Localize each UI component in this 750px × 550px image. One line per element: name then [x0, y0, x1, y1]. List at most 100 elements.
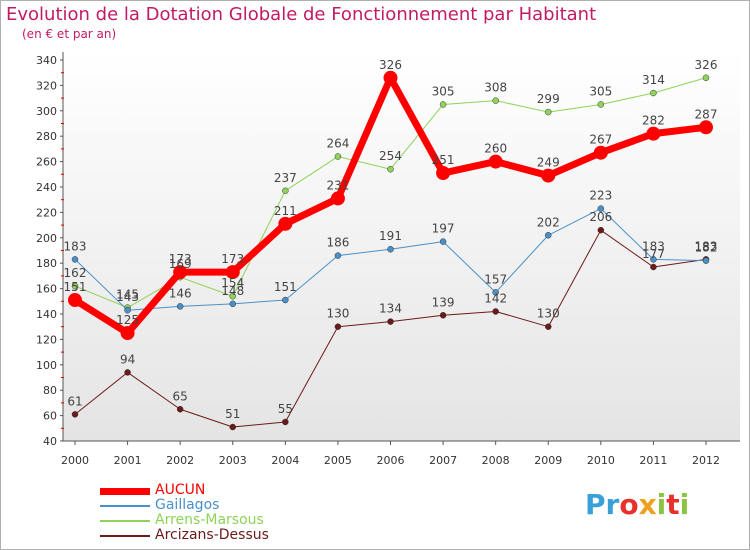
proxiti-logo: Proxiti [585, 488, 689, 521]
x-tick-label: 2010 [587, 454, 615, 467]
data-point [702, 74, 710, 82]
data-point [650, 256, 657, 263]
x-tick-label: 2012 [692, 454, 720, 467]
data-point [383, 70, 398, 85]
data-label: 143 [116, 290, 139, 304]
data-label: 249 [537, 156, 560, 170]
y-tick-label: 260 [36, 156, 57, 169]
data-point [492, 308, 499, 315]
data-label: 173 [169, 252, 192, 266]
data-label: 183 [695, 239, 718, 253]
data-label: 314 [642, 73, 665, 87]
data-point [334, 323, 342, 330]
data-point [492, 289, 499, 296]
data-point [176, 303, 184, 310]
x-tick-label: 2011 [639, 454, 667, 467]
data-point [387, 318, 394, 325]
data-point [439, 312, 447, 319]
data-point [334, 153, 342, 160]
x-tick-label: 2008 [482, 454, 510, 467]
data-label: 65 [173, 389, 188, 403]
data-point [229, 300, 236, 308]
y-tick-label: 200 [36, 232, 57, 245]
data-point [282, 187, 289, 195]
chart-subtitle: (en € et par an) [22, 27, 117, 41]
data-label: 231 [326, 178, 349, 192]
data-point [282, 296, 289, 304]
x-tick-label: 2002 [166, 454, 194, 467]
y-tick-label: 160 [36, 283, 57, 296]
legend-swatch [100, 487, 150, 495]
data-point [650, 89, 657, 97]
logo-letter: i [679, 488, 690, 521]
data-point [492, 97, 499, 104]
data-point [68, 293, 82, 308]
data-label: 173 [221, 252, 244, 266]
data-label: 260 [484, 142, 507, 156]
data-label: 308 [484, 81, 507, 95]
legend-label: Gaillagos [155, 497, 220, 513]
data-point [124, 306, 131, 314]
logo-letter: i [656, 488, 667, 521]
data-point [488, 154, 503, 169]
plot-area [63, 52, 740, 441]
data-point [225, 265, 240, 280]
logo-letter: t [666, 488, 680, 521]
data-label: 169 [169, 257, 192, 271]
data-label: 162 [64, 266, 87, 280]
data-label: 191 [379, 229, 402, 243]
data-label: 142 [484, 291, 507, 305]
data-point [330, 191, 345, 206]
legend-swatch [100, 505, 150, 507]
legend-swatch [100, 535, 150, 537]
x-tick-label: 2009 [534, 454, 562, 467]
y-tick-label: 80 [43, 384, 57, 397]
chart-title: Evolution de la Dotation Globale de Fonc… [6, 4, 597, 25]
data-label: 130 [326, 307, 349, 321]
legend-label: Arcizans-Dessus [155, 527, 269, 543]
data-label: 211 [274, 204, 297, 218]
data-label: 326 [379, 58, 402, 72]
data-label: 154 [221, 276, 244, 290]
y-tick-label: 60 [43, 410, 57, 423]
data-point [71, 411, 79, 418]
data-label: 145 [116, 288, 139, 302]
data-label: 299 [537, 92, 560, 106]
y-tick-label: 320 [36, 79, 57, 92]
y-tick-label: 180 [36, 257, 57, 270]
data-label: 202 [537, 215, 560, 229]
y-tick-label: 100 [36, 359, 57, 372]
data-label: 251 [432, 153, 455, 167]
data-point [699, 120, 713, 135]
x-tick-label: 2003 [219, 454, 247, 467]
data-point [702, 257, 710, 264]
data-label: 237 [274, 171, 297, 185]
data-label: 186 [326, 236, 349, 250]
data-label: 148 [221, 284, 244, 298]
data-point [71, 256, 79, 263]
data-label: 287 [695, 107, 718, 121]
logo-letter: x [638, 488, 657, 521]
data-label: 55 [278, 402, 293, 416]
data-point [597, 226, 605, 234]
data-point [545, 232, 552, 239]
data-label: 264 [326, 137, 349, 151]
data-label: 183 [642, 239, 665, 253]
data-label: 254 [379, 149, 402, 163]
data-label: 125 [116, 313, 139, 327]
data-label: 305 [589, 84, 612, 98]
data-point [71, 282, 79, 290]
data-point [439, 238, 447, 245]
data-point [597, 205, 605, 212]
data-point [120, 326, 135, 341]
data-point [439, 101, 447, 108]
data-label: 206 [589, 210, 612, 224]
data-point [541, 168, 556, 183]
x-tick-label: 2007 [429, 454, 457, 467]
data-label: 157 [484, 272, 507, 286]
data-label: 267 [589, 133, 612, 147]
data-point [597, 101, 605, 108]
data-point [278, 216, 293, 231]
x-tick-label: 2005 [324, 454, 352, 467]
data-label: 282 [642, 114, 665, 128]
